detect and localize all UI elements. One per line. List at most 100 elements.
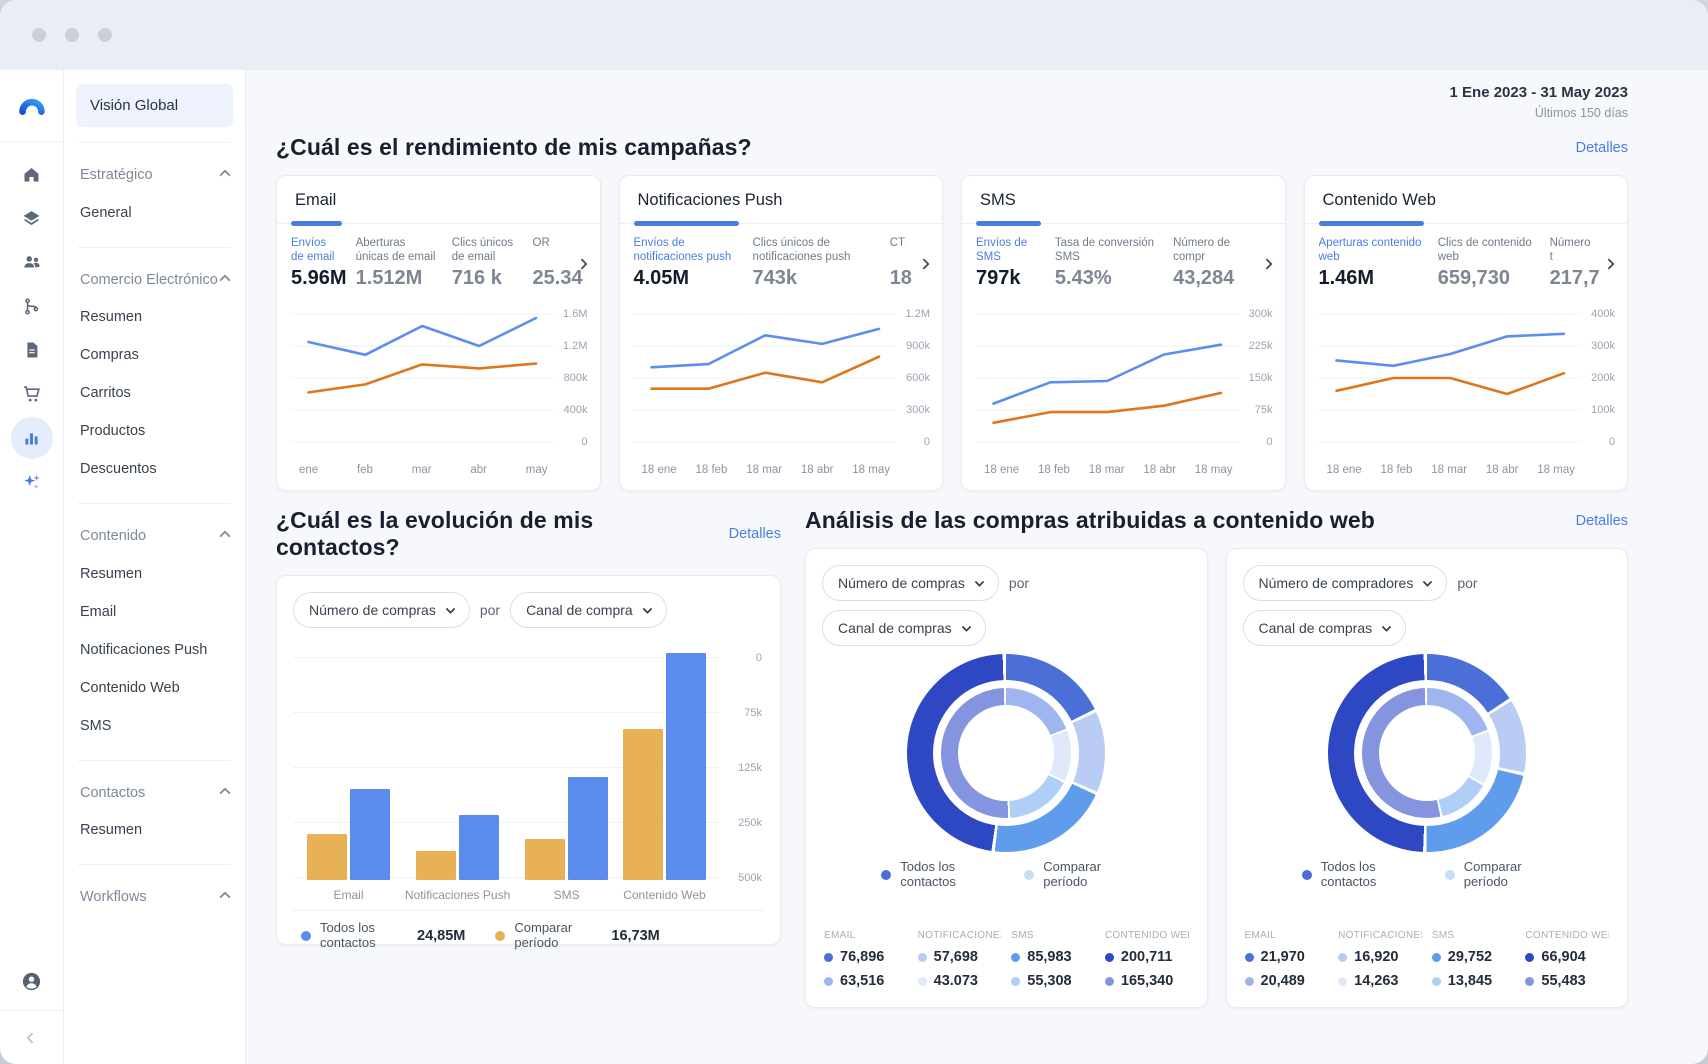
sidebar-item[interactable]: Descuentos	[80, 461, 157, 478]
document-icon[interactable]	[11, 329, 53, 371]
chevron-down-icon	[1422, 576, 1433, 587]
analysis-details-link[interactable]: Detalles	[1575, 512, 1628, 529]
date-range[interactable]: 1 Ene 2023 - 31 May 2023	[1449, 84, 1628, 101]
dimension-dropdown[interactable]: Canal de compras	[822, 610, 986, 646]
metrics-next-icon[interactable]	[1603, 258, 1615, 270]
bar-compare-period[interactable]	[416, 851, 457, 880]
legend-dot	[1301, 869, 1312, 880]
sidebar-item[interactable]: SMS	[80, 717, 112, 734]
cart-icon[interactable]	[11, 373, 53, 415]
connector-text: por	[1457, 575, 1478, 591]
chevron-down-icon	[1381, 621, 1392, 632]
layers-icon[interactable]	[11, 197, 53, 239]
bar-group: Contenido Web	[622, 640, 706, 902]
contacts-details-link[interactable]: Detalles	[728, 526, 781, 542]
metric-tab[interactable]: OR 25.34	[532, 237, 583, 289]
sparkles-icon[interactable]	[11, 461, 53, 503]
donut-chart	[907, 654, 1106, 852]
bar-chart: Email Notificaciones Push SMS Contenido Web	[293, 640, 720, 902]
metric-tab[interactable]: Clics únicos de email 716 k	[451, 237, 514, 289]
metric-dropdown[interactable]: Número de compras	[293, 592, 470, 628]
sidebar-section-header[interactable]: Workflows	[76, 880, 233, 916]
line-chart-y-axis: 1.2M 900k 600k 300k 0	[905, 308, 930, 448]
bar-compare-period[interactable]	[525, 839, 566, 880]
sidebar-item[interactable]: General	[80, 204, 132, 221]
metric-tab[interactable]: Tasa de conversión SMS 5.43%	[1054, 237, 1155, 289]
metric-dropdown[interactable]: Número de compradores	[1242, 565, 1448, 601]
sidebar-item[interactable]: Email	[80, 603, 117, 620]
workflow-icon[interactable]	[11, 285, 53, 327]
bar-all-contacts[interactable]	[350, 789, 390, 880]
users-icon[interactable]	[11, 241, 53, 283]
metric-dropdown-value: Número de compras	[309, 602, 436, 618]
stat-dot-all	[1011, 952, 1021, 962]
divider	[78, 864, 231, 866]
connector-text: por	[1008, 575, 1030, 591]
bar-all-contacts[interactable]	[665, 653, 706, 880]
sidebar-section-header[interactable]: Comercio Electrónico	[76, 263, 233, 299]
window-dot[interactable]	[65, 28, 79, 42]
sidebar-item[interactable]: Notificaciones Push	[80, 641, 208, 658]
rail-footer	[0, 1010, 63, 1064]
metric-tab[interactable]: Envíos de notificaciones push 4.05M	[633, 221, 739, 290]
bar-all-contacts[interactable]	[459, 815, 500, 880]
metric-tab[interactable]: Envíos de SMS 797k	[976, 221, 1041, 290]
metric-tab[interactable]: CTR18	[889, 237, 912, 289]
home-icon[interactable]	[11, 153, 53, 195]
stat-column: SMS 85,983 55,308	[1011, 930, 1072, 989]
metric-tab[interactable]: Clics de contenido web 659,730	[1437, 237, 1532, 289]
stat-dot-all	[1525, 952, 1535, 962]
legend-dot	[301, 930, 311, 941]
campaigns-details-link[interactable]: Detalles	[1575, 139, 1628, 156]
metric-tab[interactable]: Número de compr 43,284	[1173, 237, 1235, 289]
stat-column: CONTENIDO WEB 200,711 165,340	[1104, 930, 1189, 989]
contacts-section: ¿Cuál es la evolución de mis contactos? …	[276, 507, 781, 950]
stat-dot-all	[1244, 952, 1254, 962]
campaign-chart: 1.2M 900k 600k 300k 0	[620, 290, 943, 452]
collapse-left-icon[interactable]	[25, 1031, 38, 1044]
sidebar-item[interactable]: Carritos	[80, 385, 131, 402]
divider	[78, 759, 231, 761]
divider	[78, 142, 231, 143]
attribution-cards-row: Número de compras por Canal de compras T…	[805, 548, 1628, 1008]
donut-chart	[1327, 654, 1526, 852]
analysis-section: Análisis de las compras atribuidas a con…	[805, 507, 1628, 1008]
stat-dot-compare	[1338, 976, 1348, 986]
metric-dropdown[interactable]: Número de compras	[822, 565, 999, 601]
sidebar-item[interactable]: Resumen	[80, 309, 143, 326]
sidebar-item[interactable]: Resumen	[80, 565, 143, 582]
analytics-icon[interactable]	[10, 417, 53, 459]
sidebar-item[interactable]: Resumen	[80, 822, 143, 839]
sidebar-item-vision-global[interactable]: Visión Global	[76, 84, 233, 127]
window-dot[interactable]	[32, 28, 46, 42]
bar-compare-period[interactable]	[622, 729, 663, 880]
dimension-dropdown[interactable]: Canal de compra	[510, 592, 667, 628]
metric-tab[interactable]: Clics únicos de notificaciones push 743k	[752, 237, 851, 289]
sidebar-section-header[interactable]: Estratégico	[76, 158, 233, 194]
rail-icons	[10, 142, 53, 504]
sidebar-section-header[interactable]: Contactos	[76, 776, 233, 812]
metric-tab[interactable]: Número t 217,7	[1549, 237, 1600, 289]
metric-tab[interactable]: Aperturas contenido web 1.46M	[1318, 221, 1424, 290]
brevo-logo[interactable]	[0, 70, 63, 142]
dimension-dropdown[interactable]: Canal de compras	[1242, 610, 1407, 646]
metric-tab[interactable]: Aberturas únicas de email 1.512M	[355, 237, 436, 289]
window-dot[interactable]	[98, 28, 112, 42]
bar-all-contacts[interactable]	[568, 777, 609, 880]
metrics-next-icon[interactable]	[1260, 258, 1273, 270]
sidebar-item[interactable]: Productos	[80, 423, 146, 440]
campaign-metrics: Envíos de SMS 797k Tasa de conversión SMS 5…	[962, 221, 1285, 290]
sidebar-item[interactable]: Compras	[80, 347, 139, 364]
bar-compare-period[interactable]	[307, 834, 347, 880]
attribution-card: Número de compradores por Canal de compr…	[1225, 548, 1628, 1008]
chevron-up-icon	[219, 530, 231, 542]
metric-tab[interactable]: Envíos de email 5.96M	[291, 221, 347, 290]
user-profile-icon[interactable]	[11, 960, 53, 1002]
date-caption: Últimos 150 días	[1534, 106, 1628, 120]
metrics-next-icon[interactable]	[918, 258, 930, 270]
stat-dot-compare	[1104, 976, 1114, 986]
sidebar-item[interactable]: Contenido Web	[80, 679, 180, 696]
sidebar-section-header[interactable]: Contenido	[76, 519, 233, 555]
